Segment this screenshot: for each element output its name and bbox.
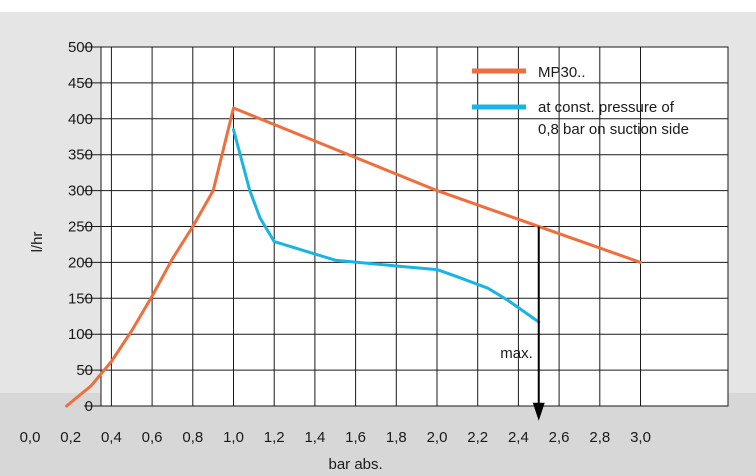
x-tick-label: 2,8 (589, 429, 610, 446)
legend-label-2-line: 0,8 bar on suction side (538, 121, 689, 138)
x-tick-label: 2,2 (467, 429, 488, 446)
plot-frame (100, 46, 729, 407)
x-tick-label: 0,6 (142, 429, 163, 446)
x-tick-label: 0,2 (60, 429, 81, 446)
x-tick-label: 2,4 (508, 429, 529, 446)
x-tick-label: 1,6 (345, 429, 366, 446)
x-axis-title: bar abs. (328, 456, 382, 473)
x-tick-label: 3,0 (630, 429, 651, 446)
y-tick-label: 50 (76, 362, 93, 379)
max-annotation-label: max. (500, 345, 533, 362)
x-tick-label: 2,0 (427, 429, 448, 446)
y-tick-label: 200 (68, 254, 93, 271)
y-tick-label: 150 (68, 290, 93, 307)
y-tick-label: 0 (85, 398, 93, 415)
y-tick-label: 300 (68, 183, 93, 200)
x-tick-label: 0,4 (101, 429, 122, 446)
legend-label-2-line: at const. pressure of (538, 99, 675, 116)
y-tick-label: 400 (68, 111, 93, 128)
x-tick-label: 0,0 (20, 429, 41, 446)
y-tick-label: 250 (68, 219, 93, 236)
x-tick-label: 1,8 (386, 429, 407, 446)
max-arrow-head (532, 402, 545, 421)
x-tick-label: 0,8 (182, 429, 203, 446)
y-axis-title: l/hr (29, 232, 46, 253)
x-tick-label: 1,0 (223, 429, 244, 446)
legend-label-1: MP30.. (538, 64, 586, 81)
lower-band (0, 393, 756, 476)
y-tick-label: 350 (68, 147, 93, 164)
y-tick-label: 450 (68, 75, 93, 92)
x-tick-label: 1,2 (264, 429, 285, 446)
x-tick-label: 1,4 (304, 429, 325, 446)
series-line-1 (65, 106, 642, 408)
series-line-2 (232, 128, 541, 324)
x-tick-label: 2,6 (549, 429, 570, 446)
y-tick-label: 500 (68, 39, 93, 56)
y-tick-label: 100 (68, 326, 93, 343)
